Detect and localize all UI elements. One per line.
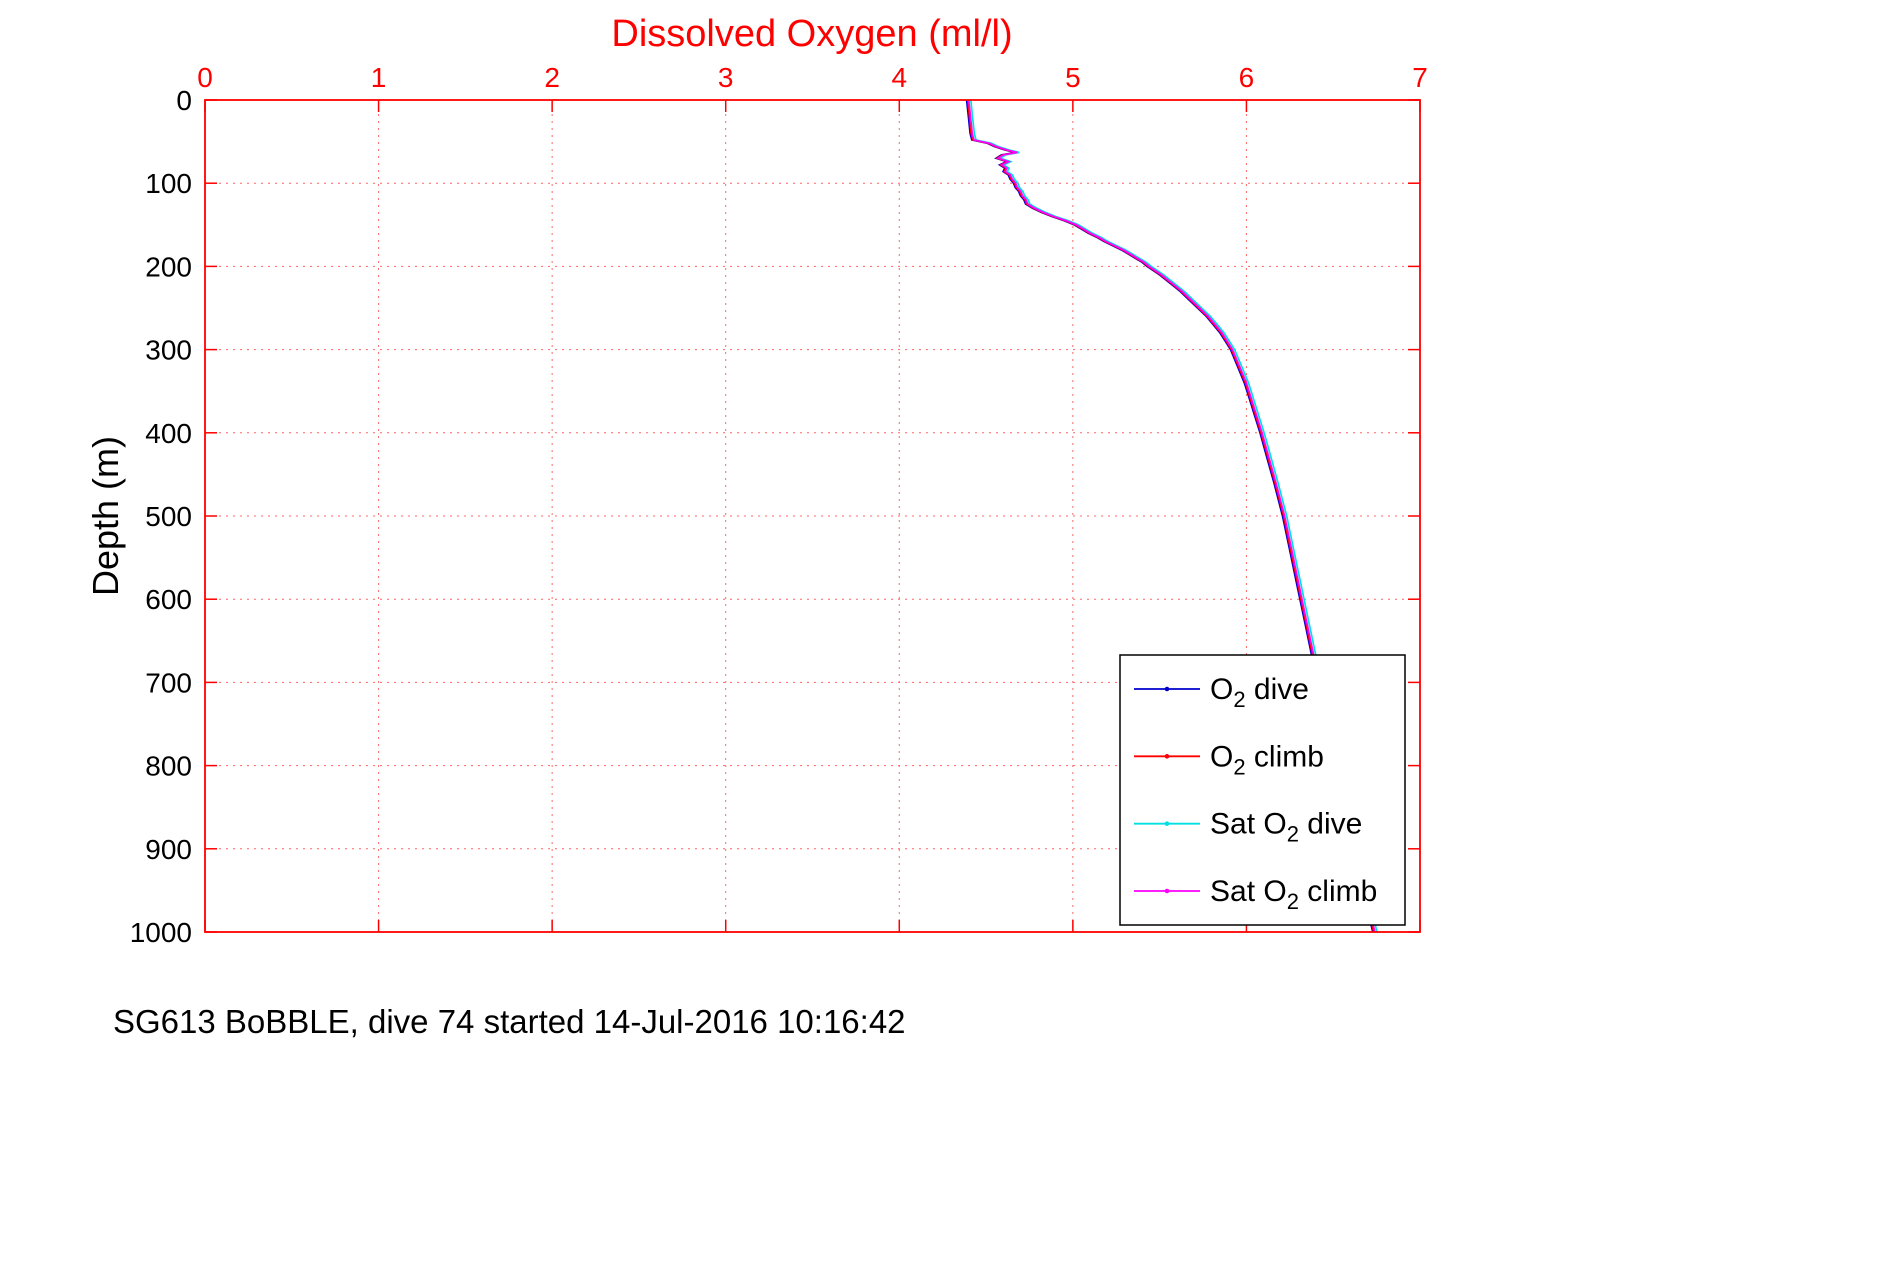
x-tick-label: 3 [718,62,734,93]
y-tick-label: 800 [145,751,192,782]
legend-label: Sat O2 climb [1210,875,1377,914]
x-tick-label: 5 [1065,62,1081,93]
legend-label: O2 climb [1210,740,1324,779]
y-tick-label: 700 [145,667,192,698]
x-tick-label: 0 [197,62,213,93]
y-tick-label: 500 [145,501,192,532]
y-tick-label: 900 [145,834,192,865]
y-axis-label: Depth (m) [85,436,126,596]
y-tick-label: 400 [145,418,192,449]
x-tick-label: 4 [891,62,907,93]
chart-title: Dissolved Oxygen (ml/l) [611,13,1012,55]
legend-box [1119,654,1406,926]
series-sat-o2-climb [967,99,1376,933]
y-tick-label: 600 [145,584,192,615]
legend-marker-dot [1164,754,1170,759]
figure-caption: SG613 BoBBLE, dive 74 started 14-Jul-201… [113,1003,906,1040]
legend-marker-dot [1164,686,1170,692]
x-tick-label: 6 [1239,62,1255,93]
y-tick-label: 200 [145,251,192,282]
legend-marker-dot [1164,888,1170,894]
y-tick-label: 1000 [130,917,192,948]
x-tick-label: 2 [544,62,560,93]
axis-layer: 0 1 2 3 4 5 6 7 0 100 200 300 400 500 600 700 800 900 1000 [130,62,1428,948]
series-sat-o2-dive [969,99,1378,933]
x-tick-label: 1 [371,62,387,93]
y-tick-label: 0 [176,85,192,116]
y-tick-label: 300 [145,335,192,366]
legend-label: Sat O2 dive [1210,808,1362,847]
series-layer [965,99,1378,933]
legend-label: O2 dive [1210,673,1309,712]
x-tick-label: 7 [1412,62,1428,93]
legend: O2 dive O2 climb Sat O2 dive Sat O2 climb [1119,654,1406,926]
legend-marker-dot [1164,821,1170,826]
y-tick-label: 100 [145,168,192,199]
plot-box [204,99,1421,933]
